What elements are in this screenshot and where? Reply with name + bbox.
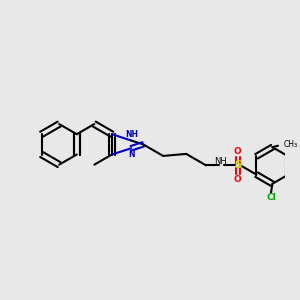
Text: O: O — [234, 147, 242, 156]
Text: NH: NH — [214, 157, 227, 166]
Text: NH: NH — [125, 130, 138, 139]
Text: S: S — [234, 160, 242, 170]
Text: Cl: Cl — [266, 193, 276, 202]
Text: CH₃: CH₃ — [284, 140, 298, 149]
Text: O: O — [234, 175, 242, 184]
Text: N: N — [128, 150, 135, 159]
